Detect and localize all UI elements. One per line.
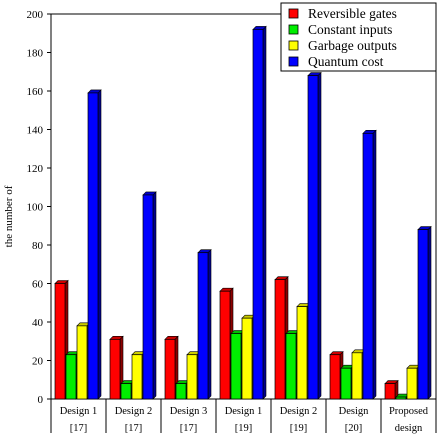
category-label: Proposed — [389, 406, 429, 417]
bar — [197, 248, 212, 400]
y-tick-label: 200 — [27, 9, 44, 21]
bar-front — [384, 383, 396, 400]
y-tick-label: 80 — [32, 240, 44, 252]
bars — [54, 25, 432, 400]
legend-label: Garbage outputs — [308, 38, 397, 53]
bar-front — [296, 306, 308, 400]
bar-side — [427, 225, 432, 400]
legend-swatch — [288, 8, 299, 19]
y-axis-title: the number of — [3, 185, 15, 247]
bar-front — [54, 283, 66, 400]
legend-box — [280, 2, 437, 72]
bar — [307, 71, 322, 400]
y-tick-label: 120 — [27, 163, 44, 175]
bar-front — [76, 325, 88, 400]
bar-side — [372, 129, 377, 400]
legend-label: Constant inputs — [308, 22, 392, 37]
bar-front — [395, 396, 407, 400]
labels: 0 20 40 60 80 100 120 140 160 180 200 the number of… — [3, 9, 429, 434]
bar-front — [109, 338, 121, 400]
category-label: Design 2 — [280, 406, 318, 417]
bar-front — [406, 367, 418, 400]
bar — [252, 25, 267, 400]
bar-side — [262, 25, 267, 400]
bar-front — [329, 354, 341, 400]
bar-front — [164, 338, 176, 400]
category-label: Design 1 — [225, 406, 263, 417]
bar-side — [152, 191, 157, 400]
category-label: [19] — [235, 423, 253, 434]
category-label: design — [395, 423, 423, 434]
bar-side — [207, 248, 212, 400]
bar-front — [186, 354, 198, 400]
category-label: [17] — [70, 423, 88, 434]
bar-side — [317, 71, 322, 400]
bar-front — [120, 383, 132, 400]
category-label: Design 1 — [60, 406, 98, 417]
legend-swatch — [288, 56, 299, 67]
bar-front — [87, 92, 99, 400]
y-tick-label: 60 — [32, 279, 44, 291]
bar-front — [142, 194, 154, 400]
category-label: Design 2 — [115, 406, 153, 417]
category-label: [20] — [345, 423, 363, 434]
bar-front — [230, 333, 242, 400]
category-label: Design 3 — [170, 406, 208, 417]
y-tick-label: 20 — [32, 356, 44, 368]
bar-front — [252, 29, 264, 400]
bar-front — [285, 333, 297, 400]
y-tick-label: 40 — [32, 317, 44, 329]
y-tick-label: 0 — [38, 394, 44, 406]
legend-swatch — [288, 24, 299, 35]
bar — [417, 225, 432, 400]
y-tick-label: 100 — [27, 202, 44, 214]
bar-front — [362, 133, 374, 400]
bar-front — [274, 279, 286, 400]
bar-front — [351, 352, 363, 400]
y-tick-label: 180 — [27, 48, 44, 60]
y-tick-label: 160 — [27, 86, 44, 98]
bar-front — [340, 367, 352, 400]
bar-front — [131, 354, 143, 400]
category-label: [17] — [180, 423, 198, 434]
bar-front — [241, 317, 253, 400]
bar-front — [417, 229, 429, 400]
bar — [87, 89, 102, 400]
y-tick-label: 140 — [27, 125, 44, 137]
bar-front — [65, 354, 77, 400]
bar-side — [97, 89, 102, 400]
legend-swatch — [288, 40, 299, 51]
bar-front — [175, 383, 187, 400]
bar — [142, 191, 157, 400]
bar — [384, 379, 399, 400]
bar-front — [219, 290, 231, 400]
bar-front — [307, 75, 319, 400]
category-label: [17] — [125, 423, 143, 434]
bar — [362, 129, 377, 400]
legend-label: Quantum cost — [308, 54, 384, 69]
category-label: [19] — [290, 423, 308, 434]
legend-label: Reversible gates — [308, 6, 397, 21]
category-label: Design — [339, 406, 369, 417]
bar-front — [197, 252, 209, 400]
